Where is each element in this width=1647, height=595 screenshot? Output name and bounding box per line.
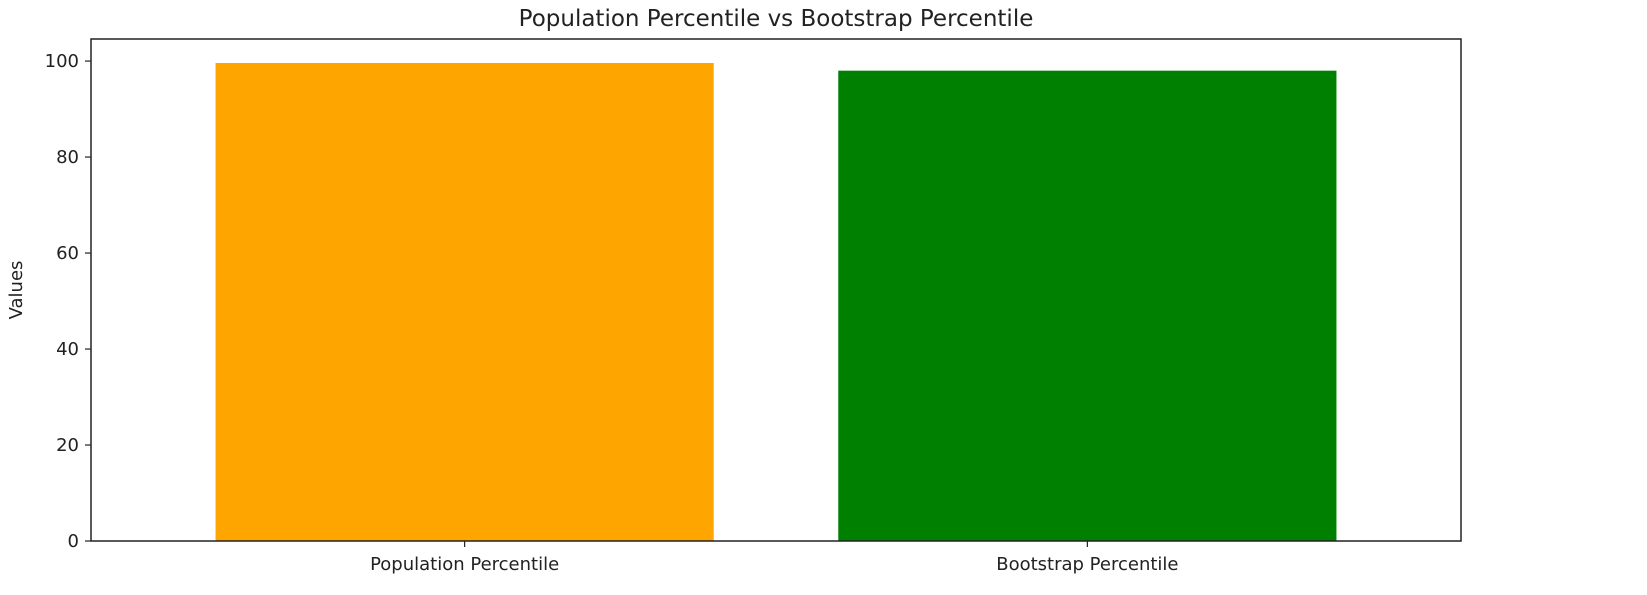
x-tick-label: Population Percentile (370, 554, 559, 575)
y-tick-label: 20 (56, 435, 79, 456)
x-axis: Population Percentile Bootstrap Percentil… (370, 541, 1178, 575)
plot-frame (90, 38, 1462, 542)
y-tick-label: 60 (56, 243, 79, 264)
bars-group (215, 62, 1337, 541)
bar-population-percentile (215, 62, 714, 541)
y-tick-label: 40 (56, 339, 79, 360)
y-axis: 0 20 40 60 80 100 (45, 51, 91, 552)
bar-bootstrap-percentile (838, 70, 1337, 541)
y-tick-label: 100 (45, 51, 79, 72)
chart-title: Population Percentile vs Bootstrap Perce… (519, 6, 1034, 32)
y-axis-label: Values (6, 261, 27, 320)
y-tick-label: 0 (68, 531, 79, 552)
y-tick-label: 80 (56, 147, 79, 168)
x-tick-label: Bootstrap Percentile (996, 554, 1178, 575)
